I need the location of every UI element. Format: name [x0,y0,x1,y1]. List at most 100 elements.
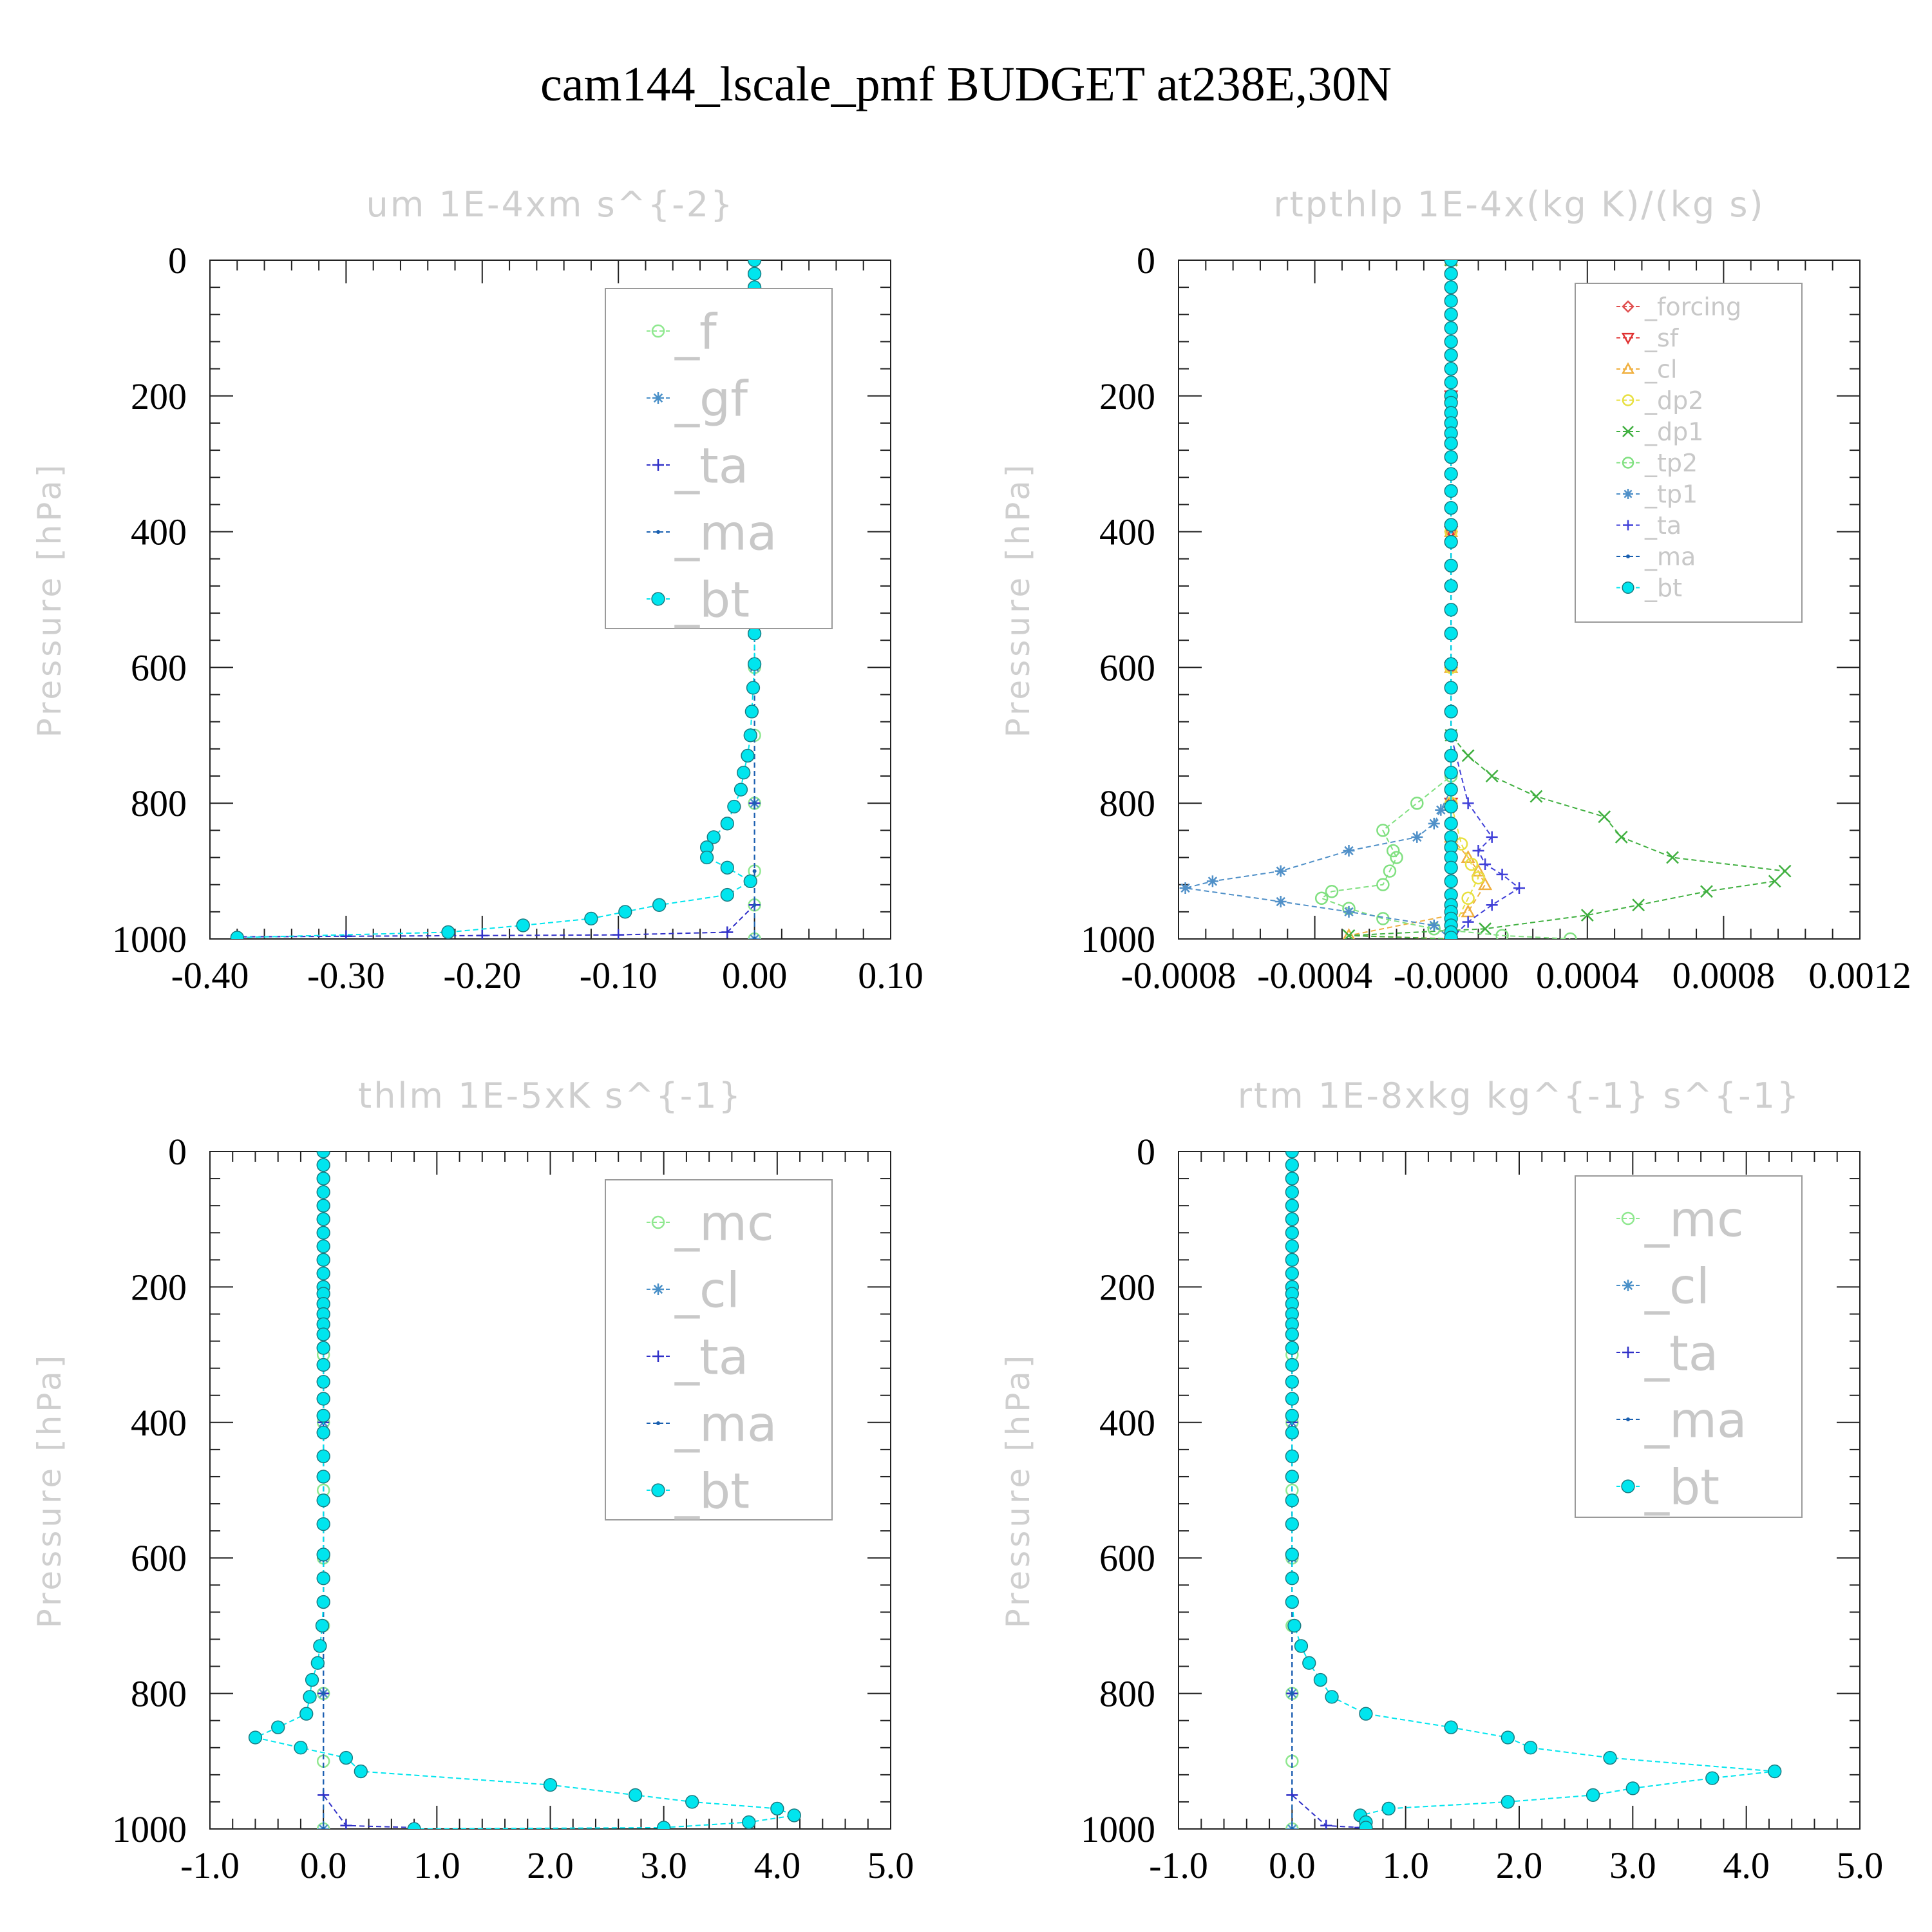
y-tick-label: 800 [1099,782,1155,824]
data-point [1444,280,1458,294]
legend-label: _ta [674,437,748,494]
data-point [516,918,530,933]
data-point [305,1672,319,1687]
data-point [1285,1185,1299,1199]
data-point [1390,851,1403,864]
data-point [787,1808,801,1823]
data-point [1598,810,1611,824]
x-tick-label: 5.0 [1837,1844,1884,1886]
y-axis-label: Pressure [hPa] [999,1352,1037,1629]
x-tick-label: 1.0 [1382,1844,1429,1886]
data-point [1486,831,1498,843]
data-point [1444,860,1458,875]
y-tick-label: 600 [1099,1537,1155,1579]
x-tick-label: 2.0 [1496,1844,1543,1886]
x-tick-label: 0.0 [300,1844,347,1886]
data-point [294,1741,308,1755]
data-point [316,1595,330,1609]
legend-label: _f [674,303,718,360]
x-tick-label: 0.0004 [1536,954,1639,996]
data-point [1444,874,1458,889]
y-tick-label: 1000 [1081,1808,1155,1850]
data-point [1387,844,1400,858]
y-tick-label: 400 [1099,1402,1155,1444]
data-point [1314,891,1329,905]
data-point [1444,766,1458,780]
legend-label: _ma [674,1395,777,1452]
data-point [340,930,352,939]
y-tick-label: 1000 [1081,918,1155,960]
data-point [1477,877,1493,891]
data-point [1435,804,1447,816]
y-tick-label: 1000 [112,1808,187,1850]
x-tick-label: 3.0 [640,1844,687,1886]
data-point [737,766,751,780]
x-tick-label: 4.0 [1723,1844,1770,1886]
data-point [1285,1239,1299,1253]
x-tick-label: -0.0000 [1394,954,1509,996]
y-tick-label: 400 [131,511,187,553]
data-point [1411,831,1423,843]
legend-label: _bt [1644,1458,1719,1515]
data-point [721,926,734,938]
data-point [1343,928,1355,939]
data-point [1285,1327,1299,1341]
series-line [1291,1151,1775,1828]
data-point [706,830,721,844]
data-point [1285,1198,1299,1213]
data-point [752,801,757,806]
data-point [1486,899,1498,911]
data-point [1479,858,1492,871]
data-point [1285,1158,1299,1172]
data-point [1778,864,1792,878]
x-tick-label: -0.10 [580,954,658,996]
data-point [1444,501,1458,515]
data-point [299,1707,314,1721]
data-point [1313,1672,1328,1687]
data-point [1285,1253,1299,1267]
data-point [1530,790,1543,803]
legend-item: _forcing [1616,293,1741,321]
series-layer [248,1151,801,1829]
legend-item: _f [647,303,718,360]
series-line [253,1151,797,1829]
data-point [1444,375,1458,390]
data-point [1285,1151,1299,1159]
data-point [1285,1212,1299,1226]
y-tick-label: 1000 [112,918,187,960]
legend-item: _ta [1616,1324,1718,1381]
data-point [584,911,598,926]
legend-item: _bt [647,571,750,628]
data-point [1471,864,1486,877]
x-tick-label: -0.30 [307,954,385,996]
data-point [441,925,455,939]
data-point [720,860,734,875]
data-point [1285,1517,1299,1531]
y-tick-label: 800 [131,1673,187,1715]
data-point [1615,831,1628,844]
x-tick-label: 0.10 [858,954,923,996]
x-tick-label: 0.0008 [1672,954,1776,996]
data-point [1383,864,1397,878]
chart-panel-3: 0 200 400 600 800 1000-1.0 0.0 1.0 2.0 3.0 4.0 5.0 t… [31,1075,914,1886]
legend-item: _ta [1616,511,1681,540]
panel-title: rtpthlp 1E-4x(kg K)/(kg s) [1273,184,1765,225]
y-tick-label: 800 [131,782,187,824]
data-point [271,1720,285,1734]
data-point [1444,657,1458,671]
data-point [1428,919,1440,931]
plot-frame [1178,260,1861,940]
series-line [323,1151,415,1828]
data-point [1700,885,1713,898]
legend: _mc _cl _ta _ma _bt [605,1179,833,1520]
data-point [1444,748,1458,763]
data-point [742,1815,756,1829]
series-layer [1179,260,1792,939]
x-tick-label: 0.0 [1269,1844,1316,1886]
data-point [340,1819,352,1829]
y-tick-label: 600 [131,647,187,688]
data-point [1444,603,1458,617]
data-point [1294,1639,1309,1653]
data-point [1444,484,1458,498]
